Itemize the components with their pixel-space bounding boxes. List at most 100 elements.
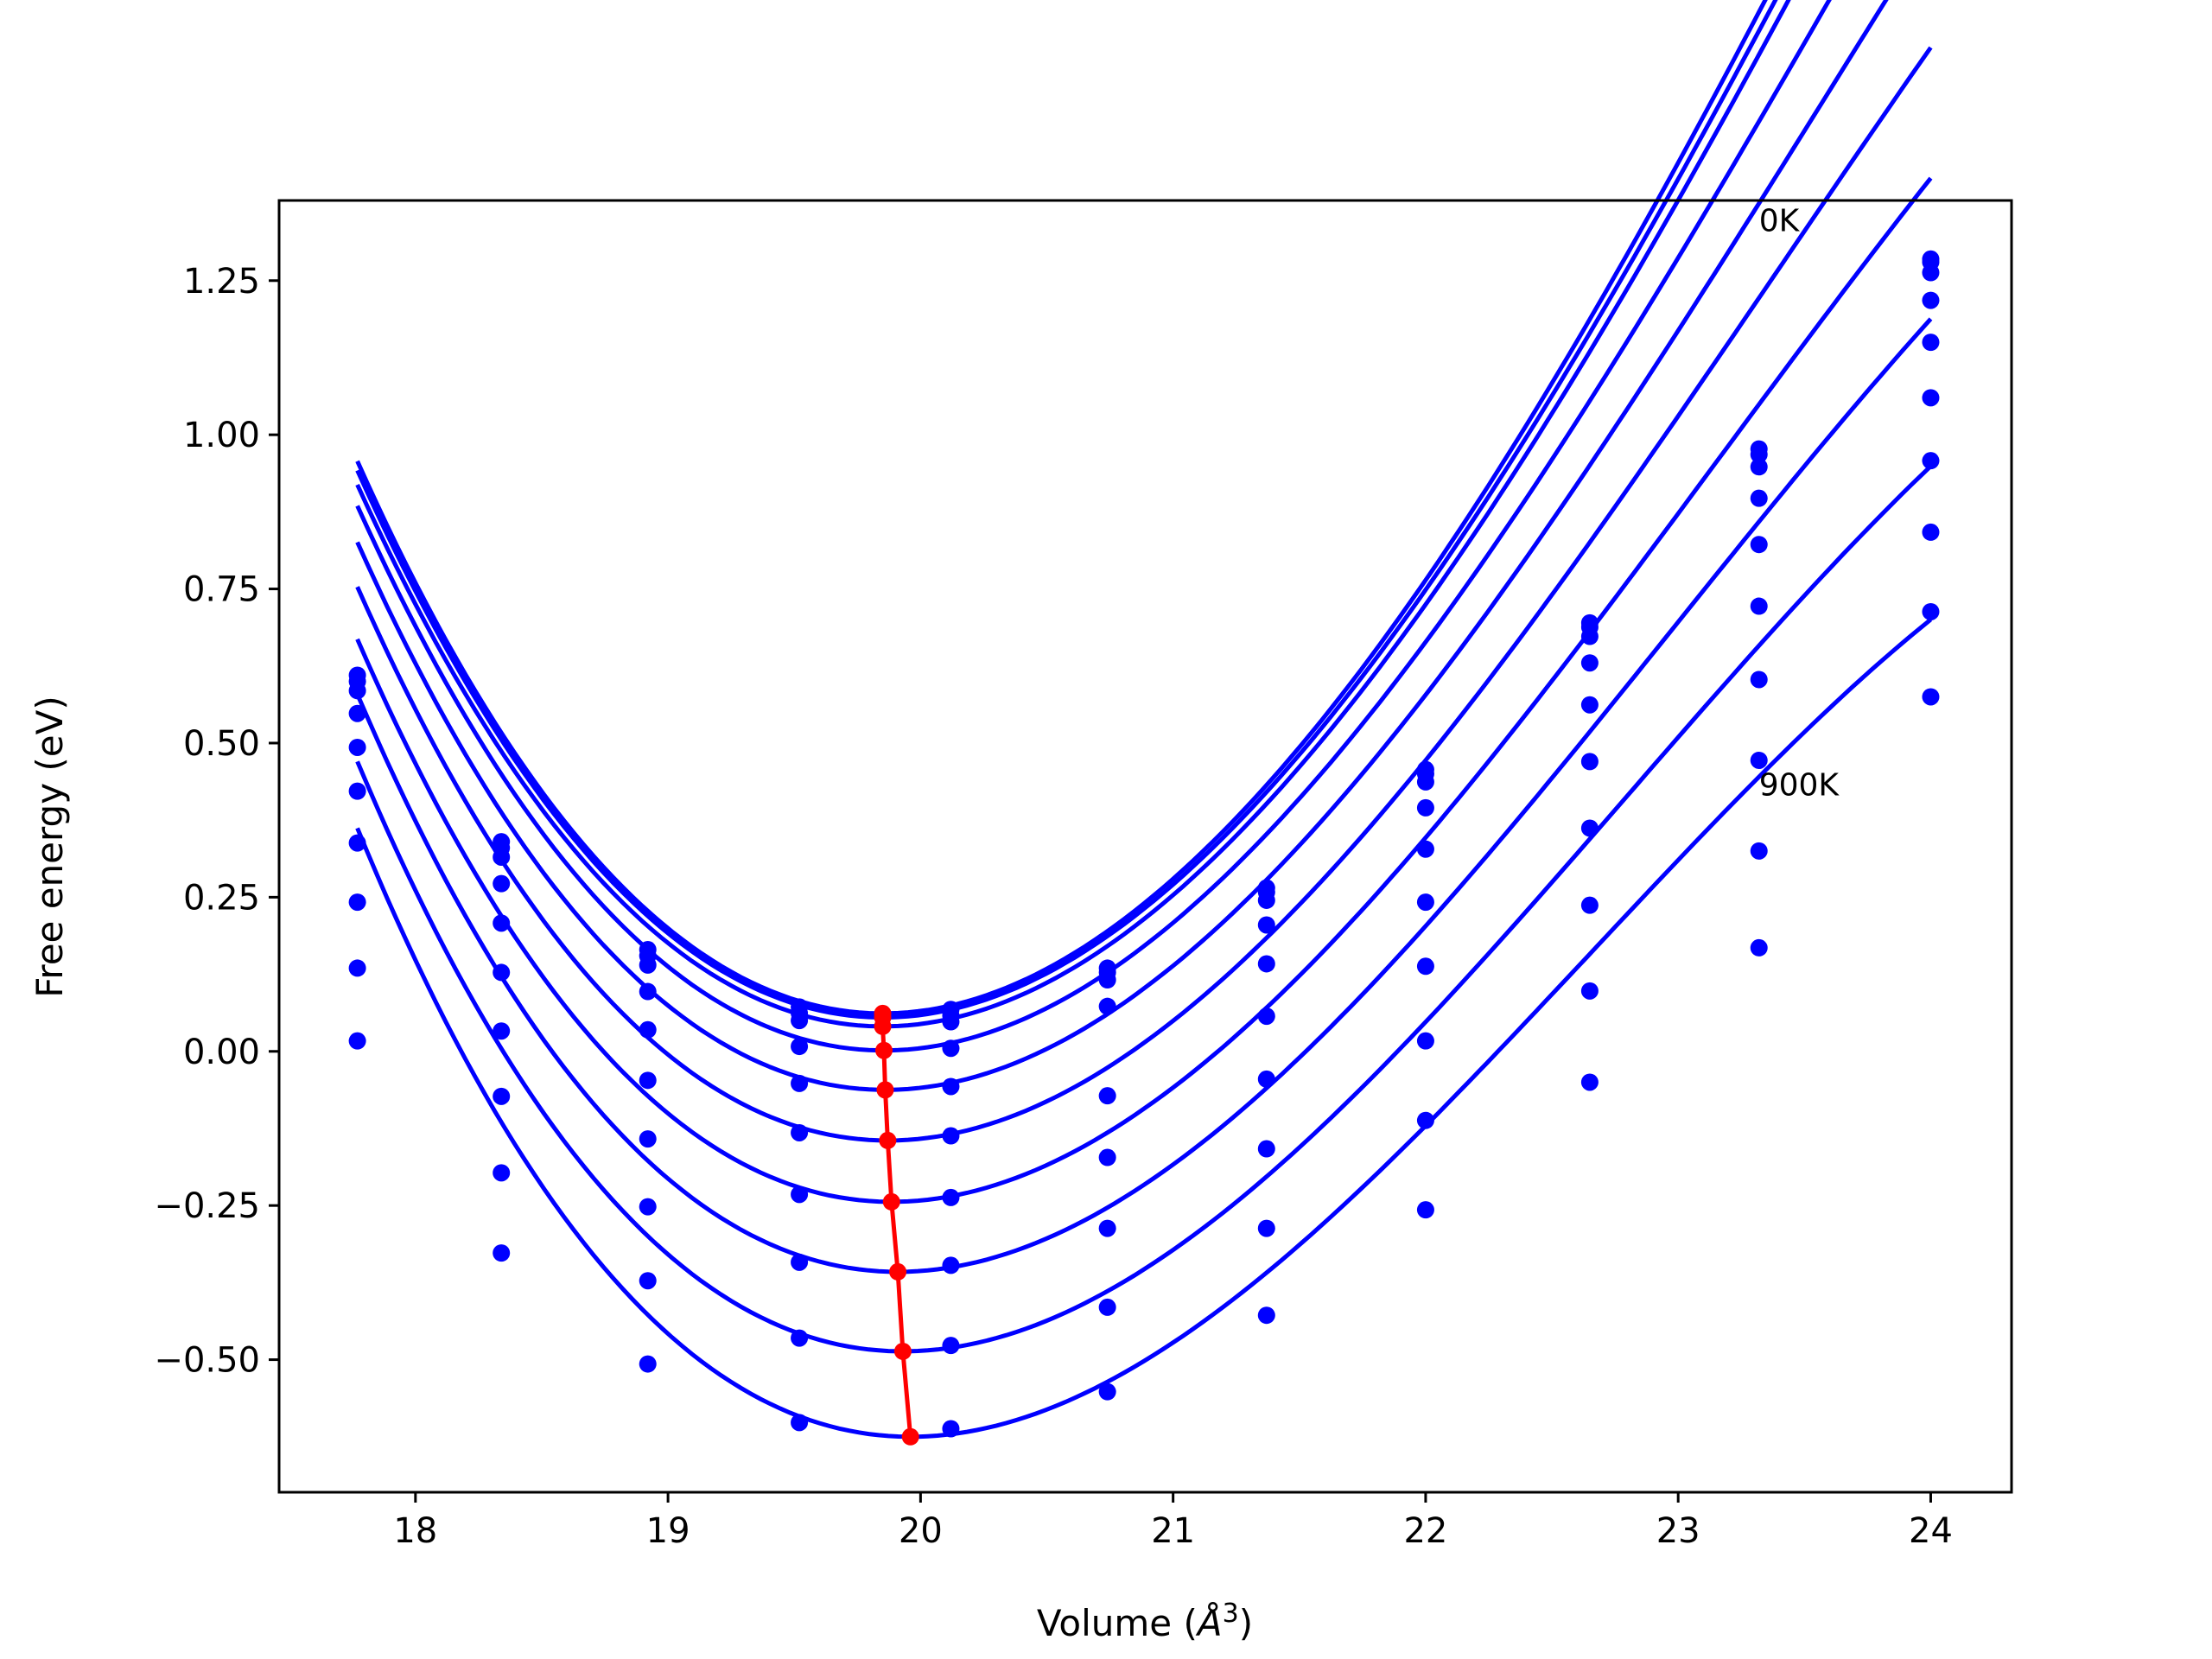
fit-curve-9 — [355, 618, 1933, 1440]
data-point — [1922, 602, 1940, 620]
fit-curve-8 — [355, 464, 1933, 1354]
data-point — [1580, 1073, 1599, 1091]
data-point — [348, 704, 366, 722]
data-point — [1416, 840, 1434, 858]
data-point — [1580, 819, 1599, 837]
fit-curve-4 — [355, 0, 1889, 1092]
y-tick-label: 0.50 — [183, 724, 260, 764]
data-point — [942, 1337, 960, 1355]
data-point — [791, 1123, 809, 1141]
data-point — [348, 959, 366, 977]
data-point — [1750, 751, 1768, 769]
data-point — [1098, 1298, 1116, 1316]
data-point — [639, 956, 657, 974]
data-point — [493, 963, 511, 982]
data-point — [1580, 627, 1599, 645]
data-point — [1098, 997, 1116, 1015]
data-points — [348, 250, 1940, 1438]
data-point — [348, 834, 366, 852]
y-tick-label: −0.50 — [154, 1341, 260, 1381]
data-point — [1416, 957, 1434, 976]
data-point — [1580, 696, 1599, 714]
minima-point — [874, 1041, 893, 1059]
data-point — [942, 1013, 960, 1031]
data-point — [1750, 938, 1768, 957]
data-point — [1922, 334, 1940, 352]
plot-frame — [277, 199, 2013, 1494]
data-point — [1098, 1219, 1116, 1237]
minima-line — [880, 1013, 913, 1438]
data-point — [493, 848, 511, 866]
y-tick-label: 0.75 — [183, 570, 260, 610]
data-point — [639, 1020, 657, 1039]
data-point — [942, 1256, 960, 1274]
data-point — [1416, 798, 1434, 817]
data-point — [493, 874, 511, 893]
data-point — [639, 1355, 657, 1373]
y-tick-label: 0.25 — [183, 878, 260, 918]
y-tick-label: 1.00 — [183, 416, 260, 455]
data-point — [1922, 291, 1940, 309]
data-point — [1750, 597, 1768, 615]
data-point — [1416, 1032, 1434, 1050]
data-point — [1257, 1140, 1275, 1158]
minima-point — [876, 1081, 894, 1099]
data-point — [1750, 842, 1768, 860]
data-point — [942, 1420, 960, 1438]
data-point — [1257, 1219, 1275, 1237]
data-point — [348, 738, 366, 756]
data-point — [493, 914, 511, 932]
data-point — [1922, 389, 1940, 407]
data-point — [493, 1022, 511, 1040]
fit-curves — [355, 0, 1933, 1440]
data-point — [1098, 1148, 1116, 1166]
x-tick-label: 24 — [1909, 1511, 1953, 1551]
x-tick-label: 20 — [899, 1511, 943, 1551]
data-point — [639, 982, 657, 1001]
minima-point — [879, 1131, 897, 1149]
data-point — [493, 1164, 511, 1182]
data-point — [1580, 753, 1599, 771]
fit-curve-0 — [355, 0, 1768, 1016]
minima-point — [889, 1262, 907, 1281]
y-axis-label: Free energy (eV) — [29, 696, 71, 998]
data-point — [1922, 688, 1940, 706]
data-point — [1922, 452, 1940, 470]
minima-point — [893, 1342, 912, 1360]
data-point — [1580, 896, 1599, 914]
data-point — [1098, 970, 1116, 988]
data-point — [1922, 523, 1940, 541]
fit-curve-6 — [355, 176, 1933, 1205]
data-point — [1257, 1306, 1275, 1325]
x-tick-label: 23 — [1656, 1511, 1700, 1551]
data-point — [791, 1012, 809, 1030]
data-point — [791, 1185, 809, 1204]
data-point — [1922, 264, 1940, 282]
x-axis-ticks: 18 19 20 21 22 23 24 — [393, 1492, 1953, 1551]
data-point — [791, 1329, 809, 1347]
data-point — [348, 782, 366, 800]
fit-curve-7 — [355, 317, 1933, 1274]
minima-point — [874, 1017, 892, 1035]
y-tick-label: −0.25 — [154, 1186, 260, 1226]
data-point — [1750, 536, 1768, 554]
minima-point — [882, 1192, 900, 1211]
data-point — [1750, 458, 1768, 476]
data-point — [1580, 982, 1599, 1000]
data-point — [942, 1188, 960, 1206]
fit-curve-1 — [355, 0, 1778, 1020]
data-point — [791, 1414, 809, 1432]
data-point — [1257, 1007, 1275, 1026]
data-point — [791, 1074, 809, 1092]
data-point — [1416, 1201, 1434, 1219]
x-tick-label: 19 — [646, 1511, 690, 1551]
data-point — [348, 1032, 366, 1050]
curve-annotation: 900K — [1759, 768, 1840, 804]
data-point — [791, 1038, 809, 1056]
data-point — [1750, 671, 1768, 689]
x-tick-label: 18 — [393, 1511, 437, 1551]
data-point — [1580, 654, 1599, 672]
data-point — [1098, 1382, 1116, 1401]
x-tick-label: 21 — [1151, 1511, 1195, 1551]
